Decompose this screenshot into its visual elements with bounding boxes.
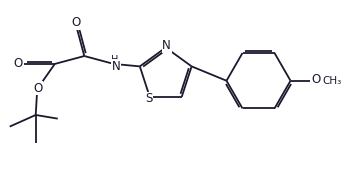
Text: H: H (111, 55, 118, 65)
Text: O: O (311, 73, 321, 86)
Text: N: N (111, 60, 120, 73)
Text: S: S (145, 92, 152, 105)
Text: N: N (162, 39, 171, 52)
Text: CH₃: CH₃ (323, 76, 342, 86)
Text: O: O (34, 82, 43, 95)
Text: O: O (72, 16, 81, 29)
Text: O: O (13, 57, 22, 70)
